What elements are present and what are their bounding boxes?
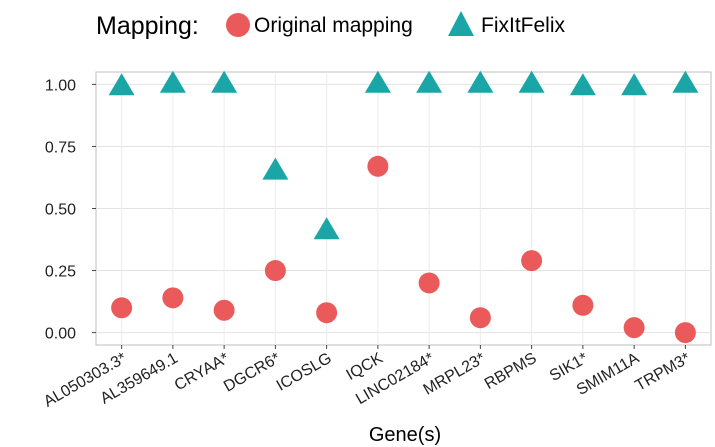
point-fixitfelix — [518, 70, 545, 93]
legend-title: Mapping: — [96, 12, 199, 40]
point-fixitfelix — [416, 70, 443, 93]
y-tick-label: 0.25 — [45, 264, 76, 281]
point-fixitfelix — [211, 70, 238, 93]
y-tick-label: 0.50 — [45, 202, 76, 219]
point-fixitfelix — [672, 70, 699, 93]
legend-fixitfelix-marker — [448, 11, 474, 36]
x-tick-label: ICOSLG — [274, 350, 335, 395]
x-tick-label: DGCR6* — [221, 350, 283, 396]
point-original-mapping — [623, 317, 645, 339]
point-fixitfelix — [108, 73, 135, 96]
point-original-mapping — [162, 287, 184, 309]
data-points — [108, 70, 699, 344]
point-fixitfelix — [364, 70, 391, 93]
legend-original-label: Original mapping — [254, 14, 413, 37]
point-fixitfelix — [313, 217, 340, 240]
y-tick-label: 0.75 — [45, 139, 76, 156]
point-original-mapping — [213, 299, 235, 321]
legend: Mapping: Original mapping FixItFelix — [96, 11, 566, 40]
point-fixitfelix — [159, 70, 186, 93]
point-original-mapping — [264, 260, 286, 282]
point-fixitfelix — [621, 73, 648, 96]
point-original-mapping — [572, 294, 594, 316]
y-tick-label: 0.00 — [45, 326, 76, 343]
x-tick-label: RBPMS — [482, 350, 540, 393]
point-original-mapping — [367, 155, 389, 177]
point-original-mapping — [521, 250, 543, 272]
point-original-mapping — [316, 302, 338, 324]
point-fixitfelix — [569, 73, 596, 96]
x-axis-title: Gene(s) — [369, 424, 441, 446]
y-tick-label: 1.00 — [45, 77, 76, 94]
x-tick-label: CRYAA* — [172, 350, 232, 395]
point-original-mapping — [674, 322, 696, 344]
point-fixitfelix — [262, 157, 289, 180]
legend-fixitfelix-label: FixItFelix — [481, 14, 566, 37]
point-original-mapping — [469, 307, 491, 329]
point-original-mapping — [418, 272, 440, 294]
point-original-mapping — [111, 297, 133, 319]
y-axis: 0.00 0.25 0.50 0.75 1.00 — [45, 77, 96, 343]
legend-original-marker — [226, 13, 250, 37]
point-fixitfelix — [467, 70, 494, 93]
x-tick-label: TRPM3* — [633, 350, 694, 395]
